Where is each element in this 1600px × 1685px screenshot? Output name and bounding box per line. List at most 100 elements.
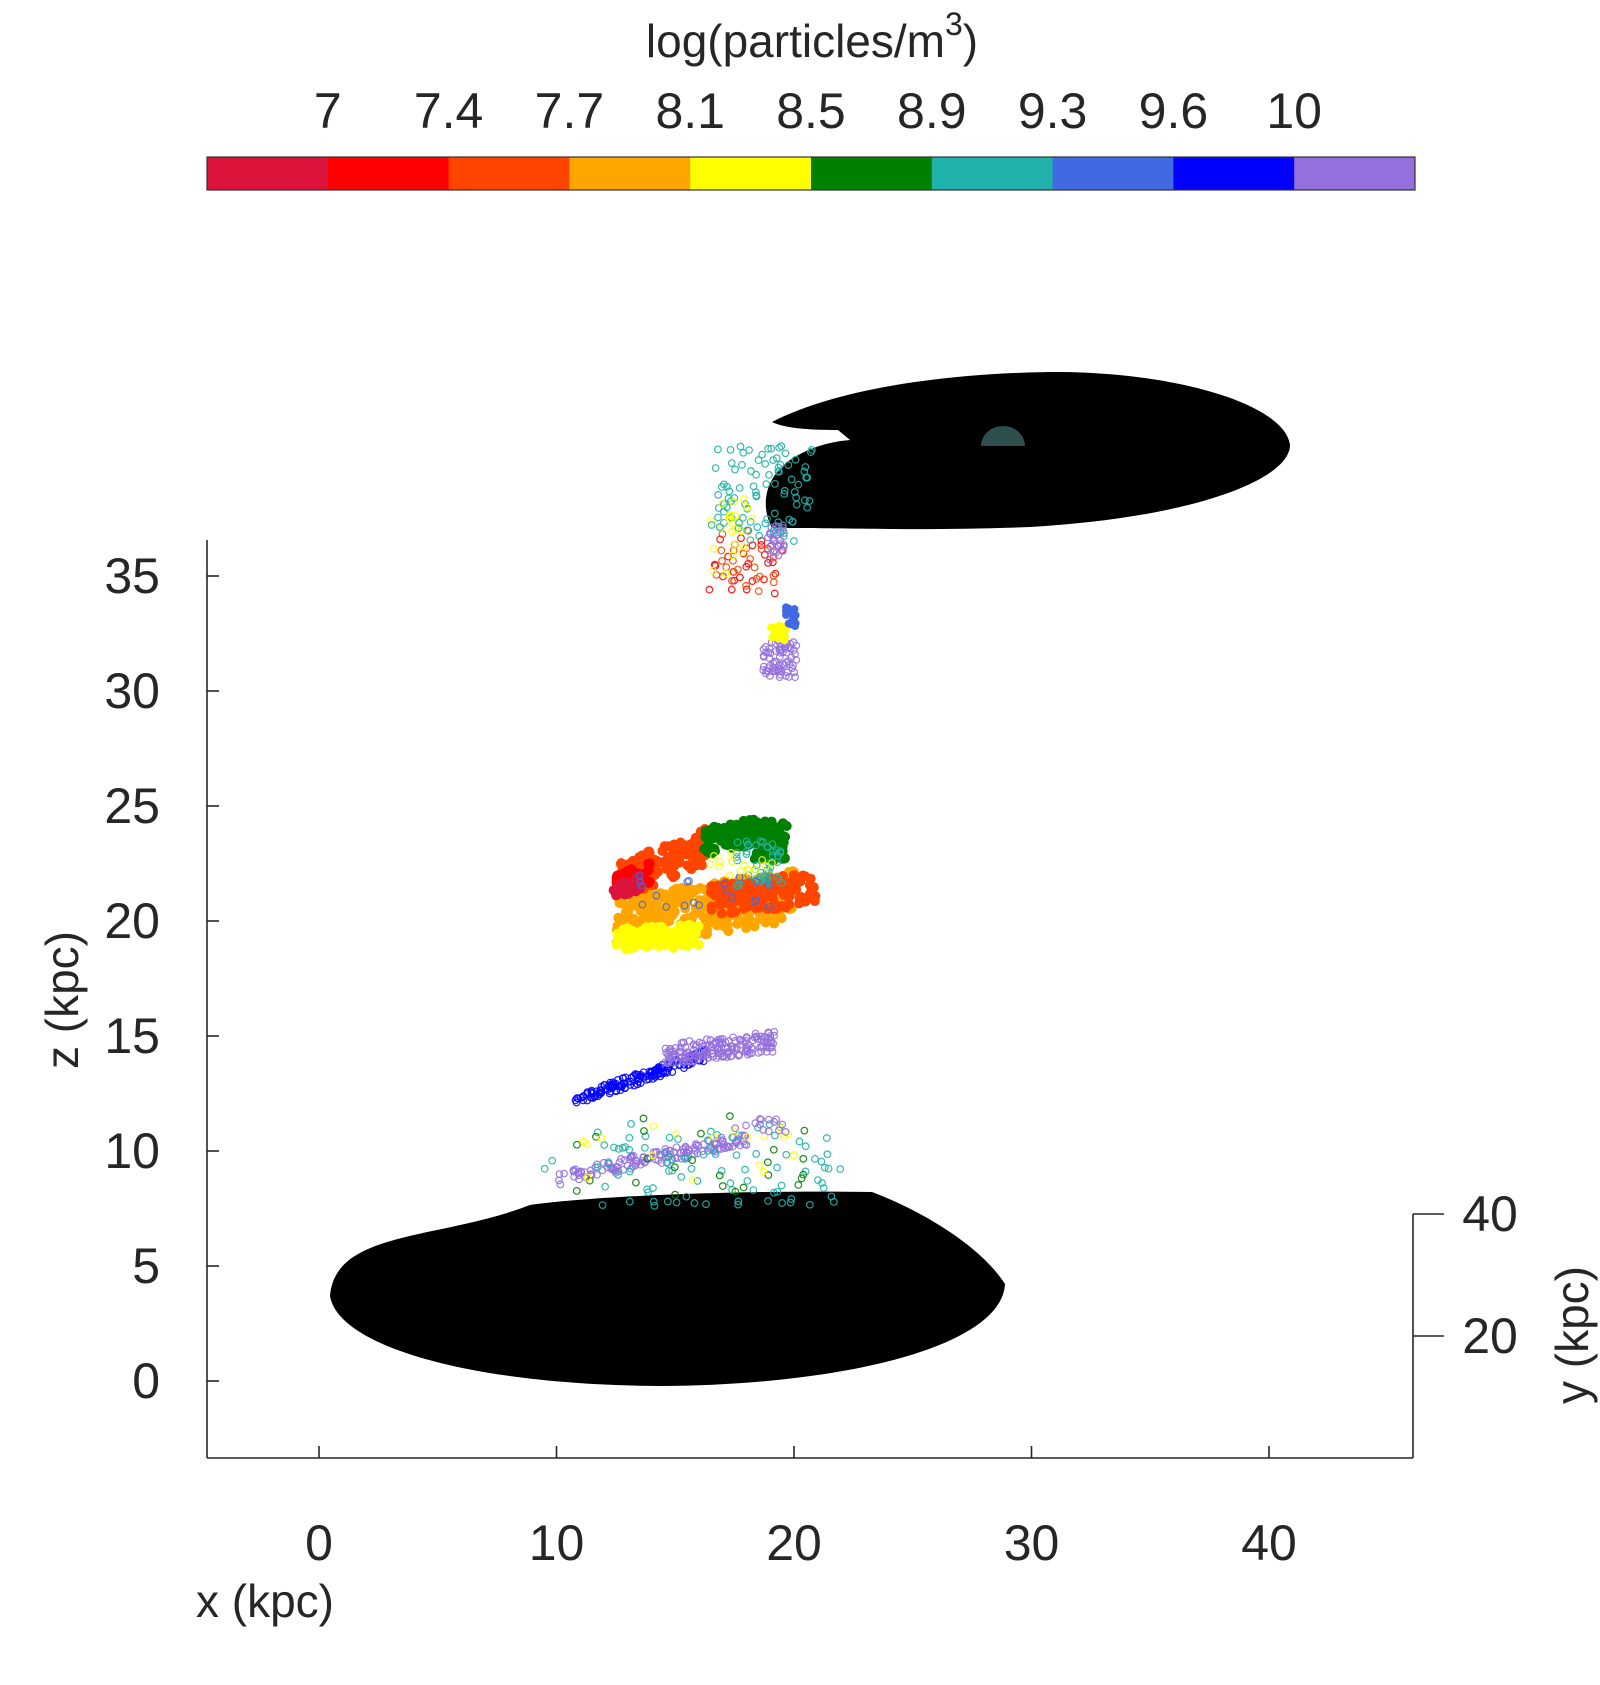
particle: [743, 1050, 752, 1059]
particle: [762, 862, 770, 870]
particle: [772, 657, 781, 666]
particle: [718, 500, 727, 508]
particle: [668, 1058, 677, 1067]
particle: [652, 866, 663, 877]
particle: [690, 1199, 699, 1207]
particle: [622, 880, 633, 891]
particle: [617, 1155, 625, 1163]
colorbar-segment: [931, 157, 1054, 190]
particle: [593, 1170, 601, 1179]
particle: [746, 518, 755, 526]
particle: [664, 1050, 672, 1058]
particle: [644, 1188, 653, 1197]
particle: [671, 1190, 679, 1199]
particle: [740, 861, 749, 870]
particle: [649, 1184, 657, 1192]
particle: [540, 1164, 549, 1173]
particle: [700, 914, 711, 925]
colorbar-tick-label: 10: [1266, 83, 1322, 139]
particle: [675, 837, 686, 848]
x-ticks: 0 10 20 30 40: [305, 1446, 1297, 1571]
particle: [707, 516, 715, 525]
particle: [600, 1081, 609, 1089]
particle: [721, 569, 730, 578]
particle: [693, 921, 704, 932]
particle: [738, 548, 747, 557]
particle: [775, 467, 783, 476]
particle: [778, 524, 787, 532]
particle: [780, 661, 789, 669]
particle: [670, 1163, 679, 1172]
particle: [751, 1119, 760, 1128]
particle: [555, 1176, 563, 1185]
particle: [598, 1201, 607, 1209]
particle: [692, 1041, 701, 1049]
colorbar-segment: [690, 157, 812, 190]
particle: [725, 487, 734, 496]
particle: [732, 918, 743, 929]
particle: [752, 1032, 760, 1041]
particle: [737, 534, 745, 543]
particle: [742, 562, 751, 571]
particle: [791, 611, 800, 620]
particle: [800, 467, 809, 476]
particle: [649, 1148, 658, 1157]
particle: [808, 893, 819, 904]
particle: [779, 1132, 788, 1141]
particle: [640, 1127, 648, 1135]
particle: [730, 1127, 739, 1136]
particle: [702, 1035, 711, 1044]
particle: [684, 877, 693, 885]
particle: [752, 861, 761, 870]
particle: [790, 488, 799, 496]
particle: [727, 849, 735, 857]
particle: [555, 1170, 564, 1179]
particle: [628, 942, 639, 953]
particle: [789, 537, 798, 546]
particle: [713, 445, 722, 454]
particle: [754, 456, 763, 465]
particle: [749, 819, 760, 830]
particle: [791, 650, 799, 659]
particle: [764, 1127, 773, 1136]
particle: [769, 1145, 778, 1154]
z-ticks: 0 5 10 15 20 25 30 35: [104, 548, 219, 1409]
particle: [759, 1167, 768, 1176]
particle: [729, 568, 738, 576]
particle: [750, 897, 759, 906]
particle: [768, 859, 776, 867]
colorbar-tick-label: 7.7: [535, 83, 605, 139]
particle: [762, 866, 771, 875]
particle: [655, 857, 666, 868]
particle: [789, 661, 797, 669]
particle: [710, 852, 718, 860]
particle: [714, 513, 722, 522]
particle: [741, 1165, 749, 1174]
particle: [749, 1186, 758, 1194]
particle: [577, 1093, 585, 1102]
particle: [769, 664, 777, 672]
particle: [776, 665, 785, 673]
particle: [601, 1182, 610, 1191]
particle: [685, 1037, 694, 1045]
particle: [732, 1046, 741, 1054]
particle: [765, 470, 773, 479]
particle: [725, 1112, 734, 1121]
particle: [751, 866, 760, 874]
particle: [639, 1068, 648, 1077]
particle: [587, 1088, 596, 1097]
particle: [780, 486, 789, 495]
particle: [736, 866, 745, 875]
particle: [652, 891, 661, 900]
particle: [794, 480, 803, 489]
particle: [768, 633, 777, 642]
particle: [641, 904, 652, 915]
particle: [758, 450, 767, 459]
particle: [776, 460, 785, 469]
particle: [763, 515, 771, 524]
particle: [795, 1137, 804, 1146]
particle: [597, 1134, 606, 1143]
z-tick-label: 20: [104, 893, 160, 949]
particle: [762, 480, 771, 489]
particle: [767, 444, 776, 453]
